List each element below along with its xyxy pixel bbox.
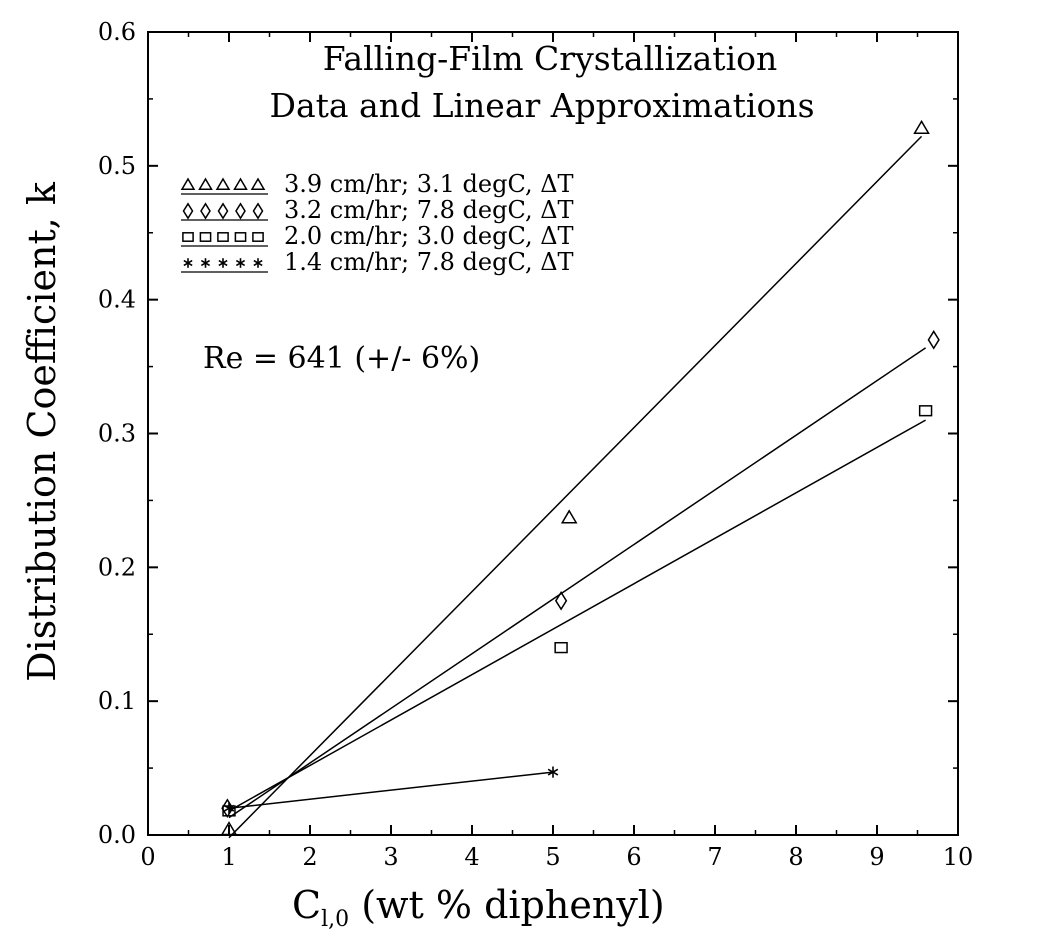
y-tick-label: 0.1 [98,687,136,715]
star-stroke [183,259,193,267]
legend-marker [215,177,231,190]
y-tick-label: 0.6 [98,18,136,46]
legend-marker [253,258,263,268]
x-tick-label: 9 [869,843,884,871]
legend-label: 1.4 cm/hr; 7.8 degC, ΔT [284,248,574,276]
legend-item: 3.2 cm/hr; 7.8 degC, ΔT [181,196,574,224]
data-point-series-3 [918,405,933,417]
legend-marker [217,232,229,242]
star-stroke [218,259,228,267]
legend-marker [198,177,213,190]
legend: 3.9 cm/hr; 3.1 degC, ΔT3.2 cm/hr; 7.8 de… [180,170,574,276]
legend-marker [252,202,264,220]
legend-marker [200,202,211,220]
legend-marker [233,177,248,190]
x-tick-label: 8 [788,843,803,871]
legend-marker [252,232,264,242]
data-point-series-2 [554,590,568,611]
legend-marker [218,258,228,268]
legend-marker [250,177,266,190]
legend-marker [217,202,229,220]
star-stroke [200,259,211,267]
star-stroke [253,259,263,267]
data-point-series-1 [913,119,930,135]
fit-line-series-1 [228,135,923,839]
fit-line-series-4 [228,771,554,809]
y-tick-label: 0.4 [98,286,136,314]
reynolds-annotation: Re = 641 (+/- 6%) [203,341,480,376]
data-point-series-2 [927,330,940,350]
chart-title: Falling-Film Crystallization [323,39,778,78]
legend-marker [235,258,246,268]
x-tick-label: 3 [383,843,398,871]
data-point-series-4 [547,766,559,778]
x-axis-title-rest: (wt % diphenyl) [349,883,665,927]
star-stroke [223,804,235,812]
x-tick-label: 1 [221,843,236,871]
legend-marker [183,258,193,268]
y-axis-title: Distribution Coefficient, k [20,181,64,682]
legend-item: 2.0 cm/hr; 3.0 degC, ΔT [181,222,574,250]
x-tick-label: 7 [707,843,722,871]
legend-marker [182,232,194,242]
legend-label: 2.0 cm/hr; 3.0 degC, ΔT [284,222,574,250]
legend-label: 3.2 cm/hr; 7.8 degC, ΔT [284,196,574,224]
legend-item: 3.9 cm/hr; 3.1 degC, ΔT [180,170,574,198]
x-axis-title-main: C [292,883,321,927]
star-stroke [235,259,246,267]
x-axis-title: Cl,0 (wt % diphenyl) [292,883,665,932]
legend-marker [182,202,194,220]
legend-marker [235,202,246,220]
y-tick-label: 0.5 [98,152,136,180]
legend-marker [180,177,196,190]
x-tick-label: 2 [302,843,317,871]
star-stroke [547,768,559,776]
x-tick-label: 5 [545,843,560,871]
y-tick-label: 0.2 [98,553,136,581]
data-point-series-3 [554,641,568,654]
x-tick-label: 10 [943,843,974,871]
fit-line-series-2 [228,347,927,819]
y-tick-label: 0.3 [98,420,136,448]
data-point-series-1 [220,821,238,836]
plot-frame [147,31,959,836]
legend-marker [199,232,212,242]
legend-marker [200,258,211,268]
legend-label: 3.9 cm/hr; 3.1 degC, ΔT [284,170,574,198]
x-tick-label: 6 [626,843,641,871]
chart-subtitle: Data and Linear Approximations [269,86,814,125]
data-point-series-1 [560,509,578,524]
x-tick-label: 4 [464,843,479,871]
y-tick-label: 0.0 [98,821,136,849]
x-tick-label: 0 [140,843,155,871]
legend-marker [234,232,247,242]
x-axis-title-subscript: l,0 [321,907,349,932]
legend-item: 1.4 cm/hr; 7.8 degC, ΔT [181,248,574,276]
data-point-series-4 [223,802,235,814]
fit-line-series-3 [228,419,926,812]
